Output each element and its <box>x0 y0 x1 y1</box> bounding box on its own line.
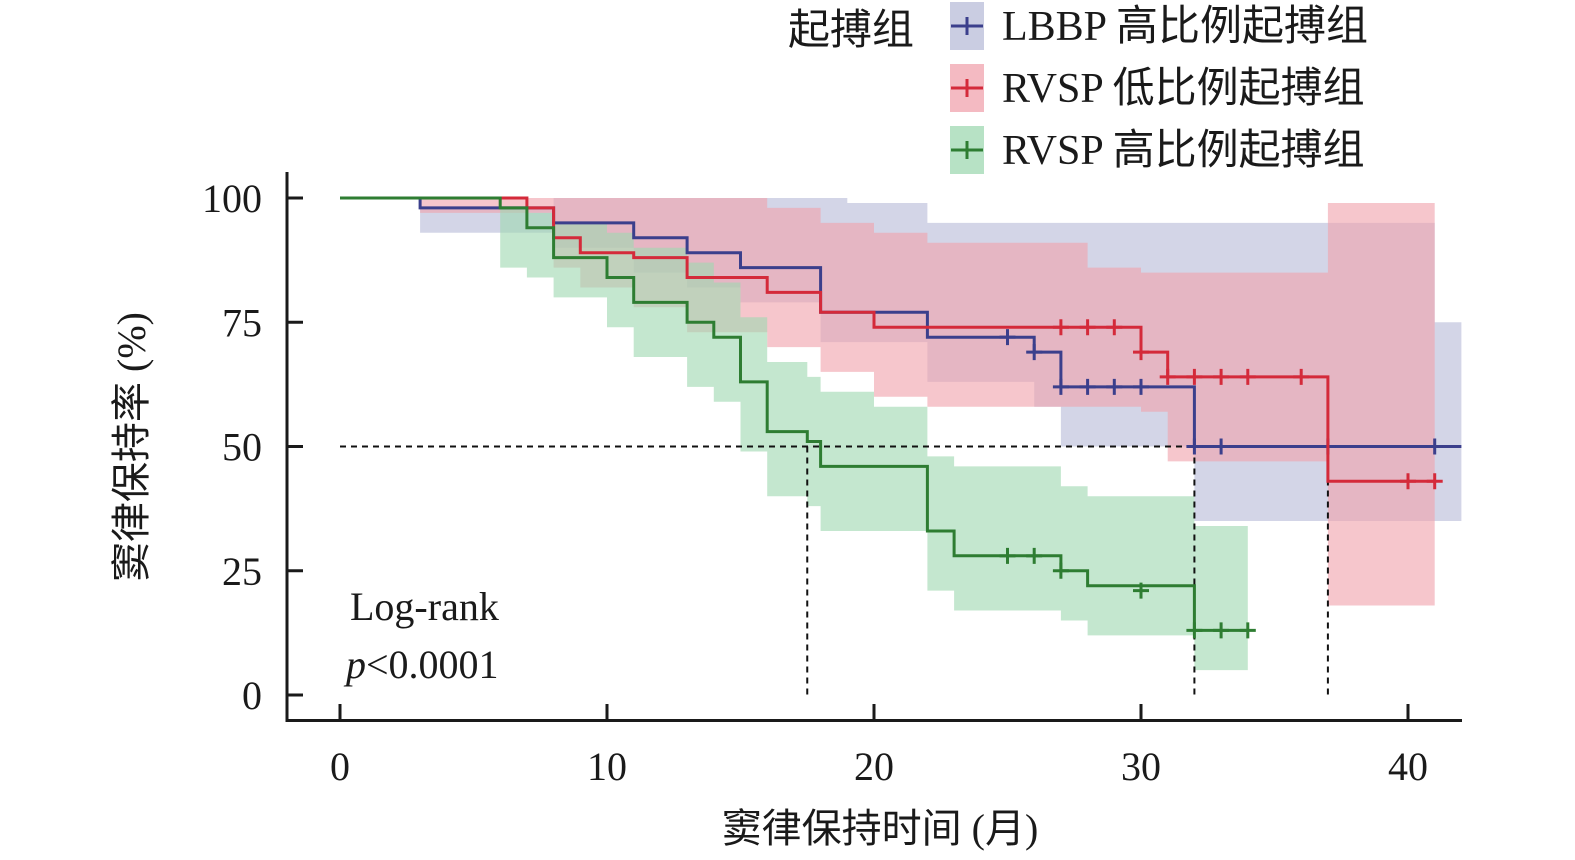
median-reference-layer <box>340 445 1408 695</box>
p-value: <0.0001 <box>366 642 499 687</box>
censor-mark <box>1026 344 1043 361</box>
censor-mark <box>1213 622 1230 639</box>
legend-marker-1 <box>951 17 983 35</box>
p-symbol: p <box>343 642 366 687</box>
survival-curves-layer <box>340 196 1462 639</box>
censor-mark <box>1026 547 1043 564</box>
p-value-label: p<0.0001 <box>343 642 499 687</box>
legend-label-3: RVSP 高比例起搏组 <box>1002 128 1365 174</box>
logrank-label: Log-rank <box>350 584 499 629</box>
censor-mark <box>999 547 1016 564</box>
censor-mark <box>1400 473 1416 490</box>
censor-mark <box>1186 368 1203 385</box>
censor-mark <box>1186 438 1203 455</box>
censor-mark <box>1052 319 1069 336</box>
x-tick-label: 30 <box>1121 744 1161 789</box>
x-axis-title: 窦律保持时间 (月) <box>722 806 1039 851</box>
censor-mark <box>1293 368 1310 385</box>
censor-mark <box>1213 438 1230 455</box>
legend-title: 起搏组 <box>788 8 914 54</box>
legend-marker-2 <box>951 79 983 97</box>
y-tick-label: 0 <box>242 673 262 718</box>
censor-mark <box>1133 378 1149 395</box>
x-tick-label: 20 <box>854 744 894 789</box>
y-tick-label: 25 <box>222 549 262 594</box>
censor-mark <box>1213 368 1230 385</box>
x-tick-label: 10 <box>587 744 627 789</box>
x-tick-label: 0 <box>330 744 350 789</box>
censor-mark <box>1106 378 1123 395</box>
y-tick-label: 50 <box>222 425 262 470</box>
legend-label-2: RVSP 低比例起搏组 <box>1002 66 1365 112</box>
legend-label-1: LBBP 高比例起搏组 <box>1002 4 1368 50</box>
x-tick-label: 40 <box>1388 744 1428 789</box>
censor-mark <box>1133 582 1149 599</box>
y-tick-label: 100 <box>202 176 262 221</box>
censor-mark <box>1159 368 1176 385</box>
legend-marker-3 <box>951 141 983 159</box>
axes-layer: 0 25 50 75 100 0 10 20 30 40 <box>202 172 1462 789</box>
censor-mark <box>1133 344 1149 361</box>
censor-mark <box>1052 562 1069 579</box>
censor-mark <box>1186 622 1203 639</box>
censor-mark <box>1052 378 1069 395</box>
censor-mark <box>1079 319 1096 336</box>
censor-mark <box>1426 438 1443 455</box>
y-axis-title: 窦律保持率 (%) <box>109 312 154 582</box>
censor-mark <box>1426 473 1443 490</box>
censor-mark <box>1239 622 1256 639</box>
confidence-bands-layer <box>420 198 1462 671</box>
y-tick-label: 75 <box>222 300 262 345</box>
censor-mark <box>1106 319 1123 336</box>
legend: 起搏组 LBBP 高比例起搏组 RVSP 低比例起搏组 RVSP 高比例起搏组 <box>788 2 1368 174</box>
censor-mark <box>1239 368 1256 385</box>
censor-mark <box>1079 378 1096 395</box>
censor-mark <box>999 329 1016 346</box>
survival-curve-2 <box>340 196 1435 483</box>
